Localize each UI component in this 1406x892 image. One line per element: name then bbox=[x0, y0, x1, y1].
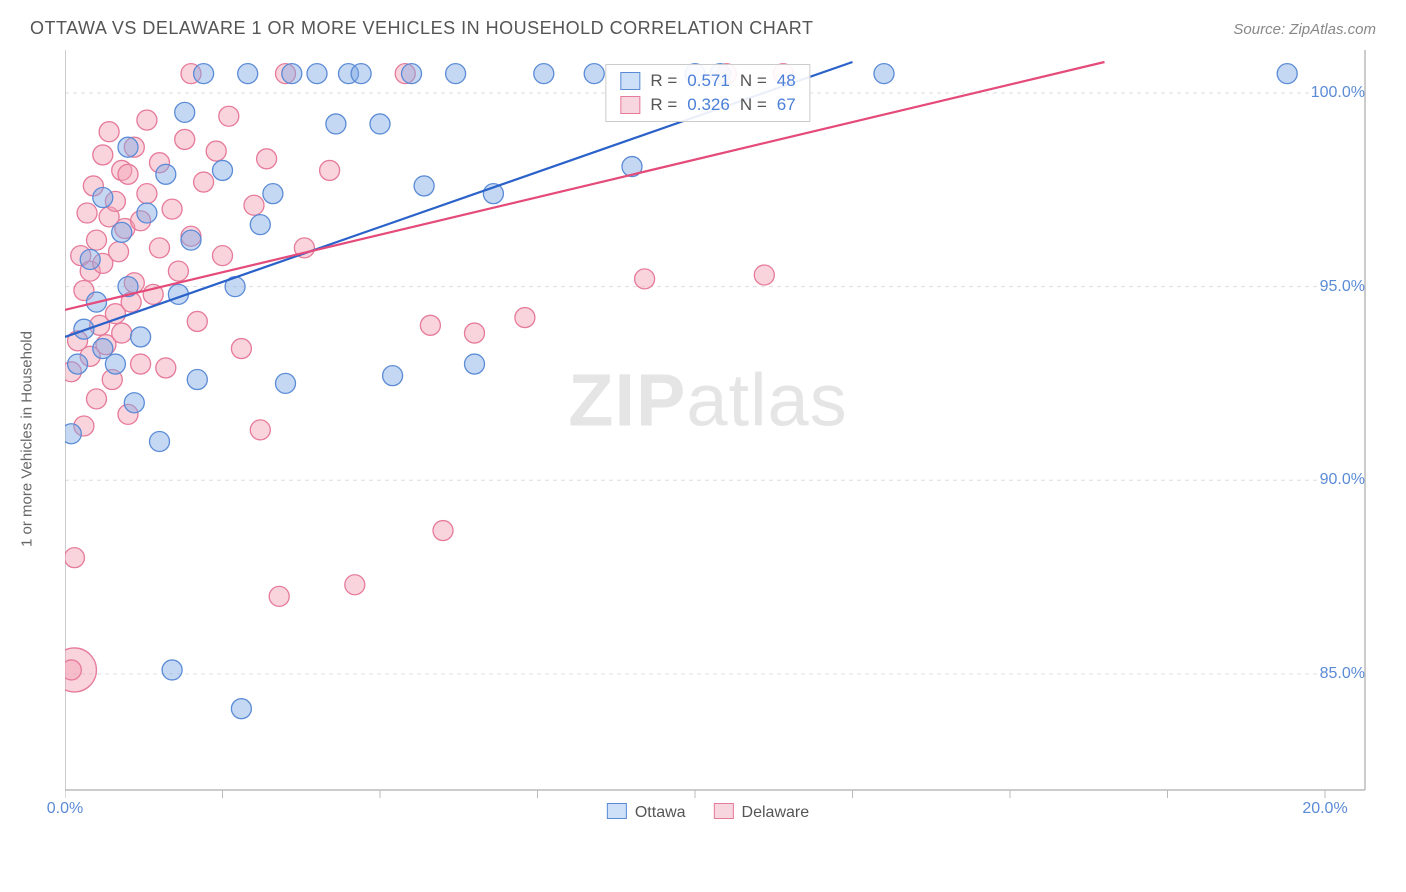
n-label: N = bbox=[740, 71, 767, 91]
x-tick-label: 20.0% bbox=[1302, 800, 1347, 818]
chart-title: OTTAWA VS DELAWARE 1 OR MORE VEHICLES IN… bbox=[30, 18, 813, 39]
legend-ottawa-label: Ottawa bbox=[635, 804, 686, 821]
scatter-chart bbox=[65, 50, 1371, 828]
corr-row-ottawa: R = 0.571 N = 48 bbox=[606, 69, 809, 93]
r-label: R = bbox=[650, 95, 677, 115]
ottawa-n-value: 48 bbox=[777, 71, 796, 91]
ottawa-r-value: 0.571 bbox=[687, 71, 730, 91]
corr-row-delaware: R = 0.326 N = 67 bbox=[606, 93, 809, 117]
n-label: N = bbox=[740, 95, 767, 115]
chart-source: Source: ZipAtlas.com bbox=[1233, 21, 1376, 38]
source-prefix: Source: bbox=[1233, 21, 1289, 38]
y-tick-label: 85.0% bbox=[1320, 665, 1365, 683]
ottawa-swatch-icon bbox=[620, 72, 640, 90]
delaware-n-value: 67 bbox=[777, 95, 796, 115]
y-axis-label: 1 or more Vehicles in Household bbox=[19, 331, 36, 547]
series-legend: Ottawa Delaware bbox=[607, 803, 809, 822]
y-tick-label: 95.0% bbox=[1320, 278, 1365, 296]
plot-area: 1 or more Vehicles in Household ZIPatlas… bbox=[45, 50, 1371, 828]
delaware-r-value: 0.326 bbox=[687, 95, 730, 115]
y-tick-label: 100.0% bbox=[1311, 84, 1365, 102]
correlation-legend: R = 0.571 N = 48 R = 0.326 N = 67 bbox=[605, 64, 810, 122]
legend-delaware: Delaware bbox=[714, 803, 810, 822]
ottawa-swatch-icon bbox=[607, 803, 627, 819]
legend-delaware-label: Delaware bbox=[742, 804, 810, 821]
r-label: R = bbox=[650, 71, 677, 91]
x-tick-label: 0.0% bbox=[47, 800, 83, 818]
delaware-swatch-icon bbox=[620, 96, 640, 114]
chart-header: OTTAWA VS DELAWARE 1 OR MORE VEHICLES IN… bbox=[30, 18, 1376, 39]
legend-ottawa: Ottawa bbox=[607, 803, 686, 822]
source-name: ZipAtlas.com bbox=[1289, 21, 1376, 38]
y-tick-label: 90.0% bbox=[1320, 471, 1365, 489]
delaware-swatch-icon bbox=[714, 803, 734, 819]
